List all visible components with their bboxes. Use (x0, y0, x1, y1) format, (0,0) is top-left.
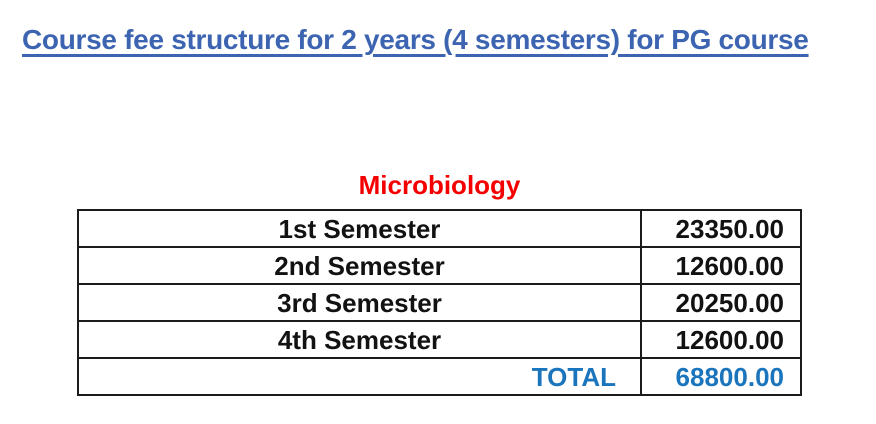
total-label-cell: TOTAL (77, 357, 642, 396)
table-row-total: TOTAL 68800.00 (77, 357, 802, 396)
fee-table: 1st Semester 23350.00 2nd Semester 12600… (77, 209, 802, 396)
semester-label-cell: 3rd Semester (77, 283, 642, 322)
table-row: 4th Semester 12600.00 (77, 320, 802, 359)
semester-label-cell: 4th Semester (77, 320, 642, 359)
table-row: 3rd Semester 20250.00 (77, 283, 802, 322)
table-row: 1st Semester 23350.00 (77, 209, 802, 248)
amount-cell: 12600.00 (640, 246, 802, 285)
amount-cell: 20250.00 (640, 283, 802, 322)
table-row: 2nd Semester 12600.00 (77, 246, 802, 285)
page-title: Course fee structure for 2 years (4 seme… (22, 24, 809, 55)
course-name-heading: Microbiology (358, 170, 521, 200)
total-amount-cell: 68800.00 (640, 357, 802, 396)
amount-cell: 12600.00 (640, 320, 802, 359)
amount-cell: 23350.00 (640, 209, 802, 248)
semester-label-cell: 2nd Semester (77, 246, 642, 285)
semester-label-cell: 1st Semester (77, 209, 642, 248)
